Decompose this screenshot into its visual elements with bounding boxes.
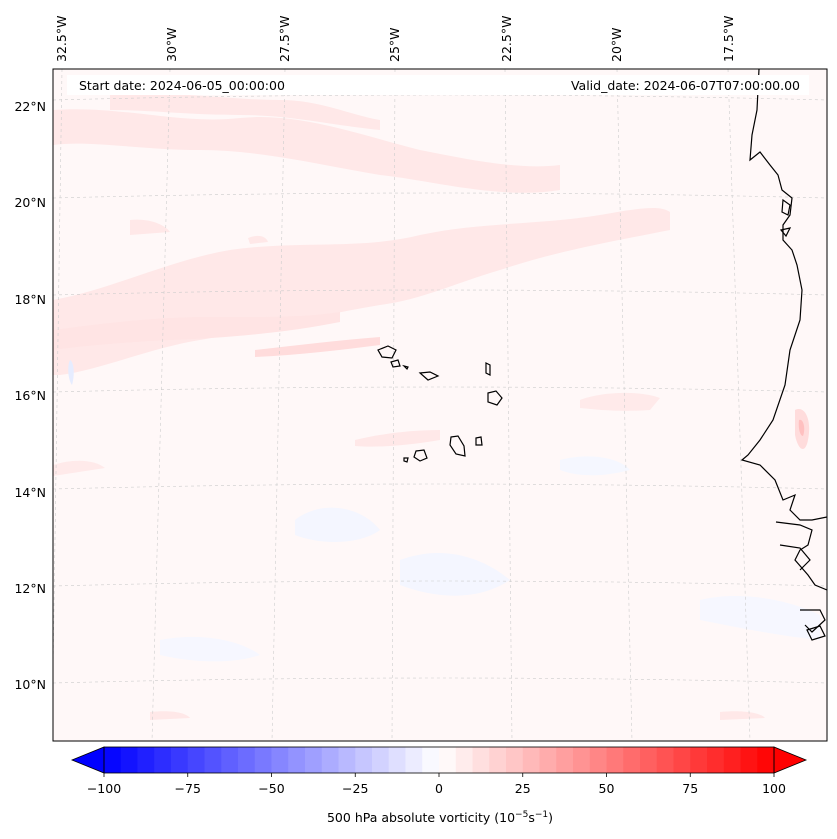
- colorbar-extend-min: [70, 746, 105, 774]
- header-box: Start date: 2024-06-05_00:00:00 Valid_da…: [67, 75, 809, 95]
- africa-coastline: [740, 69, 827, 521]
- lat-label-12n: 12°N: [14, 581, 46, 596]
- colorbar-cell: [573, 747, 591, 773]
- colorbar-tick-label: 75: [682, 781, 698, 796]
- colorbar-cell: [422, 747, 440, 773]
- colorbar-cell: [305, 747, 323, 773]
- colorbar-cell: [673, 747, 691, 773]
- colorbar-cell: [757, 747, 775, 773]
- colorbar-cell: [656, 747, 675, 773]
- colorbar-cell: [640, 747, 658, 773]
- colorbar-title: 500 hPa absolute vorticity (10−5s−1): [327, 810, 553, 825]
- colorbar-cell: [338, 747, 356, 773]
- colorbar-cell: [489, 747, 507, 773]
- colorbar-cell: [288, 747, 306, 773]
- colorbar-tick-label: −25: [342, 781, 368, 796]
- colorbar-cell: [740, 747, 758, 773]
- colorbar-tick-label: 100: [762, 781, 786, 796]
- island-maio: [475, 436, 483, 446]
- lon-label-25w: 25°W: [387, 27, 402, 62]
- island-sao-nicolau: [418, 371, 440, 381]
- colorbar-cell: [439, 747, 457, 773]
- colorbar-cell: [137, 747, 155, 773]
- lat-label-18n: 18°N: [14, 292, 46, 307]
- latitude-labels: 22°N 20°N 18°N 16°N 14°N 12°N 10°N: [14, 99, 46, 692]
- colorbar-cell: [321, 747, 340, 773]
- lon-label-27-5w: 27.5°W: [277, 16, 292, 62]
- colorbar-cell: [472, 747, 490, 773]
- lon-label-32-5w: 32.5°W: [54, 16, 69, 62]
- colorbar-cell: [104, 747, 122, 773]
- island-santo-antao: [377, 345, 397, 359]
- longitude-labels: 32.5°W 30°W 27.5°W 25°W 22.5°W 20°W 17.5…: [54, 16, 736, 62]
- lon-label-17-5w: 17.5°W: [721, 16, 736, 62]
- colorbar-cell: [271, 747, 289, 773]
- coastlines: [377, 69, 827, 641]
- colorbar-cell: [238, 747, 256, 773]
- colorbar-ticks: −100 −75 −50 −25 0 25 50 75 100: [87, 773, 786, 796]
- colorbar-cell: [539, 747, 557, 773]
- lat-label-14n: 14°N: [14, 485, 46, 500]
- colorbar-cell: [187, 747, 206, 773]
- island-brava: [403, 457, 409, 463]
- colorbar-tick-label: −50: [258, 781, 284, 796]
- colorbar-tick-label: 25: [515, 781, 531, 796]
- lat-label-22n: 22°N: [14, 99, 46, 114]
- island-sal: [485, 362, 491, 376]
- colorbar-cell: [455, 747, 474, 773]
- island-boa-vista: [487, 390, 503, 406]
- colorbar-cell: [506, 747, 524, 773]
- valid-date-label: Valid_date: 2024-06-07T07:00:00.00: [571, 78, 800, 93]
- map-frame: [52, 68, 828, 742]
- colorbar-cell: [589, 747, 608, 773]
- colorbar-cell: [221, 747, 239, 773]
- colorbar-cell: [171, 747, 189, 773]
- colorbar-tick-label: −100: [87, 781, 121, 796]
- vorticity-field: [53, 93, 820, 720]
- colorbar-tick-label: 50: [599, 781, 615, 796]
- colorbar-cell: [707, 747, 725, 773]
- colorbar-cell: [723, 747, 742, 773]
- colorbar-extend-max: [773, 746, 808, 774]
- island-sao-vicente: [390, 359, 401, 368]
- island-fogo: [413, 449, 428, 462]
- lat-label-10n: 10°N: [14, 677, 46, 692]
- colorbar-cell: [388, 747, 407, 773]
- colorbar-cells: [104, 747, 775, 773]
- map-panel: [52, 68, 828, 742]
- colorbar-cell: [254, 747, 273, 773]
- colorbar-cell: [690, 747, 708, 773]
- colorbar-cell: [120, 747, 139, 773]
- colorbar-tick-label: 0: [435, 781, 443, 796]
- lat-label-16n: 16°N: [14, 388, 46, 403]
- colorbar-cell: [556, 747, 574, 773]
- lon-label-22-5w: 22.5°W: [499, 16, 514, 62]
- start-date-label: Start date: 2024-06-05_00:00:00: [79, 78, 285, 93]
- colorbar-cell: [154, 747, 172, 773]
- colorbar-cell: [522, 747, 541, 773]
- lon-label-30w: 30°W: [164, 27, 179, 62]
- colorbar: −100 −75 −50 −25 0 25 50 75 100 500 hPa absolute…: [70, 746, 808, 825]
- colorbar-cell: [405, 747, 423, 773]
- colorbar-cell: [606, 747, 624, 773]
- island-santiago: [449, 435, 466, 457]
- lat-label-20n: 20°N: [14, 195, 46, 210]
- colorbar-cell: [204, 747, 222, 773]
- graticule: [53, 69, 827, 741]
- colorbar-cell: [623, 747, 641, 773]
- colorbar-cell: [372, 747, 390, 773]
- colorbar-tick-label: −75: [175, 781, 201, 796]
- lon-label-20w: 20°W: [609, 27, 624, 62]
- colorbar-cell: [355, 747, 373, 773]
